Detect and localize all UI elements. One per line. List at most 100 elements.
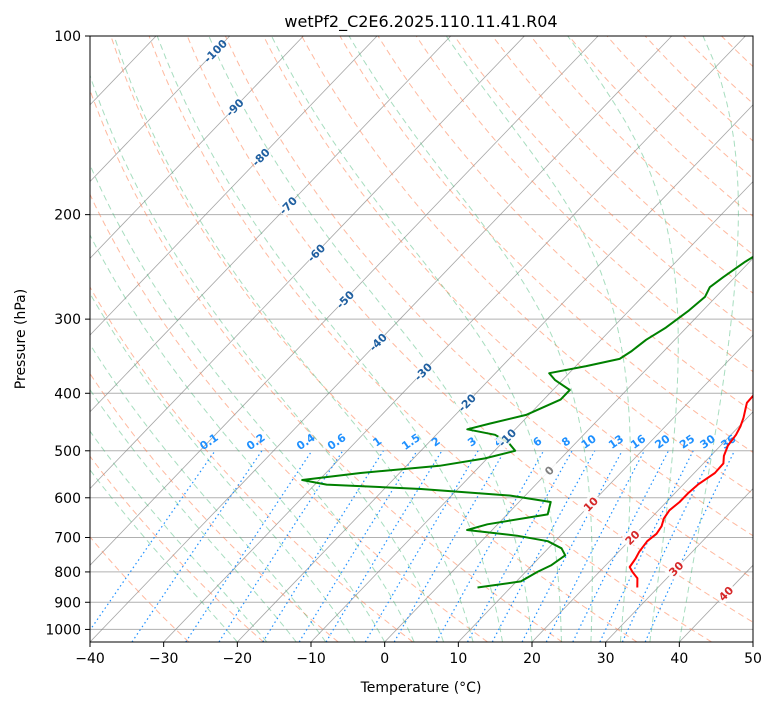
dry-adiabat-line bbox=[682, 36, 753, 105]
mixing-ratio-label: 13 bbox=[606, 432, 626, 451]
mixing-ratio-label: 0.6 bbox=[325, 431, 349, 453]
moist-adiabat-line bbox=[90, 163, 415, 642]
isotherm-line bbox=[0, 36, 9, 642]
moist-adiabat-line bbox=[90, 233, 386, 642]
moist-adiabat-line bbox=[90, 430, 268, 642]
moist-adiabat-line bbox=[113, 36, 474, 642]
x-tick-label: −30 bbox=[149, 651, 179, 667]
isotherm-line bbox=[90, 36, 525, 490]
moist-adiabat-line bbox=[348, 36, 593, 642]
x-tick-label: −20 bbox=[223, 651, 253, 667]
dry-adiabat-line bbox=[301, 36, 753, 495]
x-tick-label: 40 bbox=[670, 651, 688, 667]
dry-adiabat-line bbox=[90, 286, 414, 642]
isotherm-line bbox=[679, 564, 753, 642]
moist-adiabat-line bbox=[90, 292, 356, 642]
mixing-ratio-label: 2 bbox=[429, 434, 443, 449]
y-tick-label: 800 bbox=[54, 565, 81, 581]
y-axis-label: Pressure (hPa) bbox=[13, 289, 29, 389]
mixing-ratio-line bbox=[491, 450, 596, 642]
isotherm-line bbox=[458, 334, 753, 642]
moist-adiabat-line bbox=[271, 36, 562, 642]
plot-frame bbox=[89, 35, 754, 643]
dry-adiabat-line bbox=[568, 36, 753, 217]
y-tick-label: 100 bbox=[54, 29, 81, 45]
isotherm-line bbox=[90, 36, 452, 413]
isotherm-label-bg bbox=[203, 38, 227, 63]
isotherm-label-bg bbox=[537, 458, 561, 482]
mixing-ratio-label: 1.5 bbox=[399, 431, 422, 453]
isotherm-line bbox=[163, 36, 746, 642]
mixing-ratio-line bbox=[131, 450, 263, 642]
y-tick-label: 900 bbox=[54, 595, 81, 611]
isotherm-label-bg bbox=[222, 95, 247, 119]
moist-adiabat-line bbox=[90, 388, 297, 642]
moist-adiabat-line bbox=[90, 469, 238, 642]
pressure-gridlines bbox=[90, 36, 753, 630]
y-tick-label: 500 bbox=[54, 444, 81, 460]
moist-adiabat-lines bbox=[90, 36, 739, 642]
mixing-ratio-line bbox=[393, 450, 506, 642]
moist-adiabat-line bbox=[90, 73, 445, 642]
dry-adiabat-line bbox=[263, 36, 753, 537]
mixing-ratio-line bbox=[185, 450, 313, 642]
x-tick-label: 30 bbox=[597, 651, 615, 667]
isotherm-label-bg bbox=[495, 425, 519, 449]
dewpoint-line bbox=[301, 255, 753, 589]
temperature-line bbox=[628, 394, 753, 588]
isotherm-line bbox=[384, 257, 753, 642]
isotherm-line bbox=[752, 641, 753, 642]
isotherm-label-bg bbox=[248, 145, 273, 169]
x-tick-label: −40 bbox=[75, 651, 105, 667]
mixing-ratio-line bbox=[621, 450, 715, 642]
moist-adiabat-line bbox=[678, 36, 739, 642]
moist-adiabat-line bbox=[567, 36, 679, 642]
isotherm-label-bg bbox=[304, 240, 328, 265]
mixing-ratio-label: 25 bbox=[677, 432, 697, 451]
mixing-ratio-label: 8 bbox=[559, 434, 573, 449]
profile-series bbox=[301, 255, 753, 589]
y-tick-label: 700 bbox=[54, 531, 81, 547]
isotherm-label-bg bbox=[411, 359, 435, 384]
isotherm-line bbox=[90, 36, 304, 259]
dry-adiabat-line bbox=[90, 88, 563, 642]
mixing-ratio-line bbox=[435, 450, 545, 642]
isotherm-label-bg bbox=[620, 525, 644, 549]
y-tick-label: 600 bbox=[54, 491, 81, 507]
dry-adiabat-line bbox=[224, 36, 753, 580]
dry-adiabat-line bbox=[148, 36, 712, 642]
x-axis-label: Temperature (°C) bbox=[360, 680, 482, 696]
isotherm-label-bg bbox=[664, 556, 688, 581]
mixing-ratio-line bbox=[644, 450, 736, 642]
isotherm-label-bg bbox=[454, 390, 479, 415]
mixing-ratio-label: 10 bbox=[579, 432, 599, 452]
isotherm-label-bg bbox=[365, 330, 390, 354]
mixing-ratio-label: 6 bbox=[531, 434, 545, 449]
mixing-ratio-line bbox=[218, 450, 344, 642]
dry-adiabat-line bbox=[90, 455, 264, 642]
mixing-ratio-line bbox=[572, 450, 670, 642]
moist-adiabat-line bbox=[90, 343, 327, 642]
y-tick-label: 300 bbox=[54, 312, 81, 328]
x-tick-label: 50 bbox=[744, 651, 762, 667]
mixing-ratio-label: 3 bbox=[465, 434, 479, 449]
plot-area: 0.10.20.40.611.52346810131620253036 -100… bbox=[0, 36, 775, 642]
moist-adiabat-line bbox=[208, 36, 533, 642]
dry-adiabat-line bbox=[606, 36, 753, 180]
dry-adiabat-line bbox=[415, 36, 753, 373]
dry-adiabat-line bbox=[492, 36, 753, 294]
isotherm-line bbox=[90, 36, 599, 566]
isotherm-label-bg bbox=[276, 193, 300, 217]
mixing-ratio-label: 0.2 bbox=[244, 431, 267, 453]
dry-adiabat-line bbox=[760, 36, 775, 642]
isotherm-line bbox=[605, 487, 753, 642]
chart-title: wetPf2_C2E6.2025.110.11.41.R04 bbox=[284, 12, 557, 32]
mixing-ratio-label: 0.4 bbox=[294, 431, 318, 453]
dry-adiabat-line bbox=[530, 36, 753, 256]
x-tick-label: 10 bbox=[449, 651, 467, 667]
isotherm-label-bg bbox=[713, 581, 738, 605]
isotherm-line bbox=[90, 36, 231, 183]
mixing-ratio-label: 16 bbox=[628, 432, 648, 452]
